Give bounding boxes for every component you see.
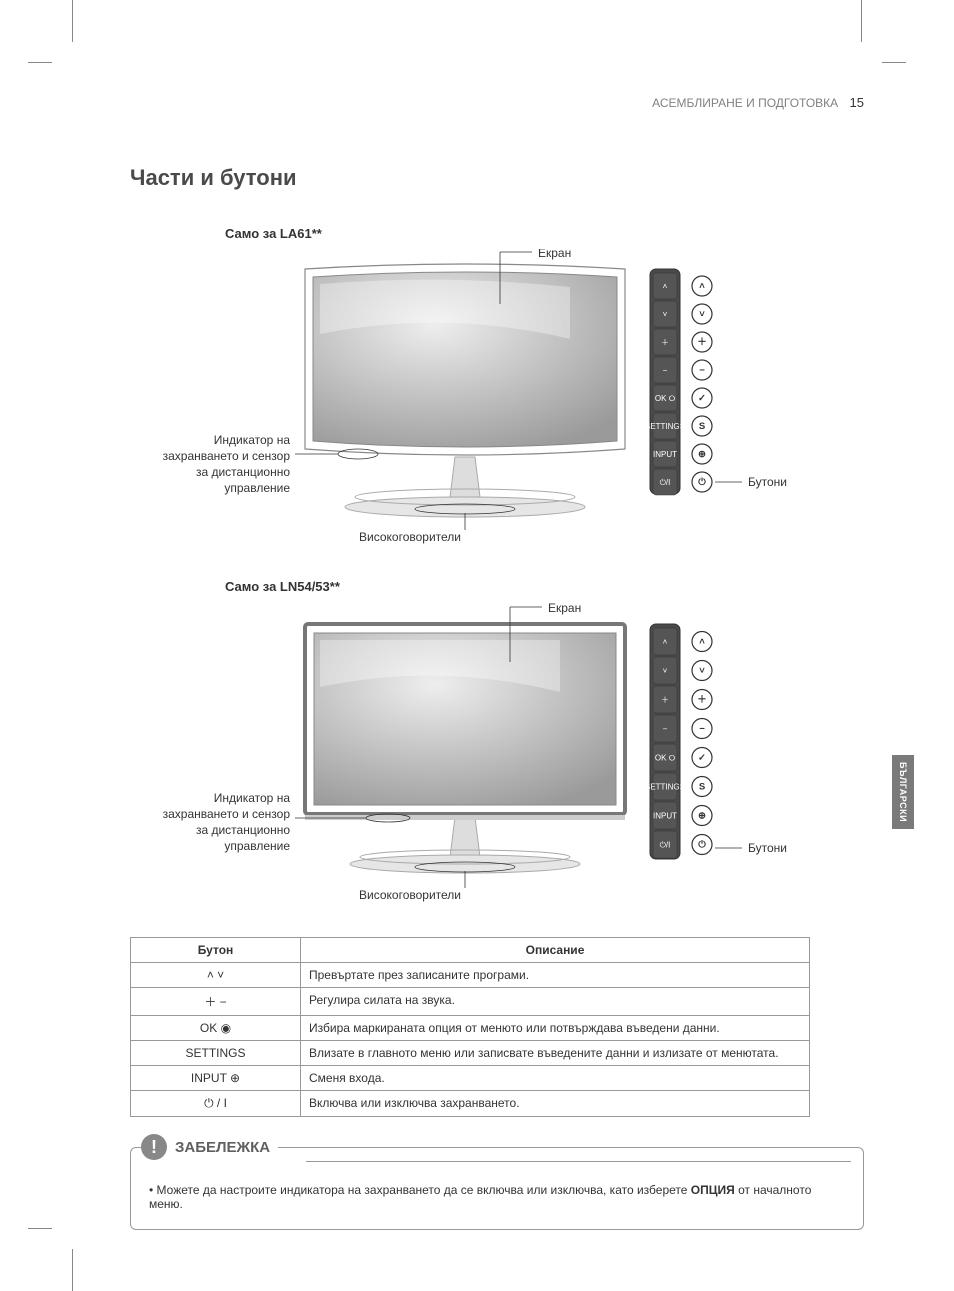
desc-cell: Избира маркираната опция от менюто или п… (301, 1016, 810, 1041)
svg-text:⊕: ⊕ (698, 449, 706, 460)
note-icon: ! (141, 1134, 167, 1160)
svg-text:˄: ˄ (663, 282, 668, 291)
page-number: 15 (850, 95, 864, 110)
svg-text:−: − (699, 365, 705, 376)
svg-text:⏻: ⏻ (698, 839, 706, 851)
svg-text:S: S (699, 782, 705, 793)
button-cell: ˄ ˅ (131, 963, 301, 988)
svg-text:OK ⭘: OK ⭘ (655, 394, 676, 403)
note-box: ! ЗАБЕЛЕЖКА Можете да настроите индикато… (130, 1147, 864, 1230)
label-speakers: Високоговорители (359, 530, 461, 544)
table-row: OK ◉Избира маркираната опция от менюто и… (131, 1016, 810, 1041)
label-speakers: Високоговорители (359, 888, 461, 902)
svg-text:˅: ˅ (699, 309, 705, 320)
button-cell: OK ◉ (131, 1016, 301, 1041)
table-row: ⏻ / IВключва или изключва захранването. (131, 1091, 810, 1117)
svg-text:INPUT: INPUT (653, 450, 677, 459)
page-content: АСЕМБЛИРАНЕ И ПОДГОТОВКА 15 Части и буто… (0, 0, 954, 1270)
model-label: Само за LA61** (225, 226, 864, 241)
label-ps4: управление (224, 839, 290, 853)
label-buttons: Бутони (748, 841, 787, 855)
label-ps4: управление (224, 481, 290, 495)
label-screen: Екран (548, 602, 581, 615)
label-ps3: за дистанционно (196, 465, 290, 479)
note-title: ЗАБЕЛЕЖКА (175, 1139, 270, 1156)
label-buttons: Бутони (748, 475, 787, 489)
svg-text:SETTINGS: SETTINGS (645, 422, 685, 431)
desc-cell: Влизате в главното меню или записвате въ… (301, 1041, 810, 1066)
svg-text:˄: ˄ (699, 637, 705, 648)
desc-cell: Регулира силата на звука. (301, 988, 810, 1016)
label-ps1: Индикатор на (214, 433, 291, 447)
svg-text:⏻: ⏻ (698, 476, 706, 488)
diagram-ln54: Само за LN54/53** ˄ ˅ ＋ − OK ⭘ SETTINGS INPUT ⏻… (130, 579, 864, 912)
svg-text:−: − (699, 724, 705, 735)
label-ps2: захранването и сензор (163, 807, 291, 821)
label-ps1: Индикатор на (214, 791, 291, 805)
svg-text:−: − (663, 725, 668, 734)
svg-text:SETTINGS: SETTINGS (645, 783, 685, 792)
svg-text:✓: ✓ (698, 753, 706, 764)
svg-text:＋: ＋ (661, 338, 669, 347)
svg-text:−: − (663, 366, 668, 375)
svg-text:˄: ˄ (663, 638, 668, 647)
button-cell: INPUT ⊕ (131, 1066, 301, 1091)
page-title: Части и бутони (130, 165, 864, 191)
svg-text:⏻/I: ⏻/I (660, 478, 671, 487)
svg-text:INPUT: INPUT (653, 812, 677, 821)
page-header: АСЕМБЛИРАНЕ И ПОДГОТОВКА 15 (130, 95, 864, 110)
model-label: Само за LN54/53** (225, 579, 864, 594)
button-cell: ⏻ / I (131, 1091, 301, 1117)
svg-text:⊕: ⊕ (698, 811, 706, 822)
svg-text:S: S (699, 421, 705, 432)
svg-text:⏻/I: ⏻/I (660, 841, 671, 850)
svg-text:✓: ✓ (698, 393, 706, 404)
svg-text:＋: ＋ (661, 696, 669, 705)
button-cell: ＋ − (131, 988, 301, 1016)
svg-text:˅: ˅ (663, 310, 668, 319)
svg-text:＋: ＋ (697, 337, 707, 348)
th-button: Бутон (131, 938, 301, 963)
th-desc: Описание (301, 938, 810, 963)
svg-text:˅: ˅ (699, 666, 705, 677)
label-ps2: захранването и сензор (163, 449, 291, 463)
note-item: Можете да настроите индикатора на захран… (149, 1183, 845, 1211)
section-title: АСЕМБЛИРАНЕ И ПОДГОТОВКА (652, 96, 838, 110)
desc-cell: Превъртате през записаните програми. (301, 963, 810, 988)
table-row: ＋ −Регулира силата на звука. (131, 988, 810, 1016)
svg-text:˅: ˅ (663, 667, 668, 676)
table-row: ˄ ˅Превъртате през записаните програми. (131, 963, 810, 988)
svg-text:OK ⭘: OK ⭘ (655, 754, 676, 763)
desc-cell: Включва или изключва захранването. (301, 1091, 810, 1117)
button-cell: SETTINGS (131, 1041, 301, 1066)
desc-cell: Сменя входа. (301, 1066, 810, 1091)
table-row: SETTINGSВлизате в главното меню или запи… (131, 1041, 810, 1066)
diagram-la61: Само за LA61** ˄˅＋−OK ⭘SETTINGSINPUT⏻/I … (130, 226, 864, 554)
svg-text:˄: ˄ (699, 281, 705, 292)
label-screen: Екран (538, 249, 571, 260)
label-ps3: за дистанционно (196, 823, 290, 837)
svg-text:＋: ＋ (697, 695, 707, 706)
buttons-table: Бутон Описание ˄ ˅Превъртате през записа… (130, 937, 810, 1117)
table-row: INPUT ⊕Сменя входа. (131, 1066, 810, 1091)
